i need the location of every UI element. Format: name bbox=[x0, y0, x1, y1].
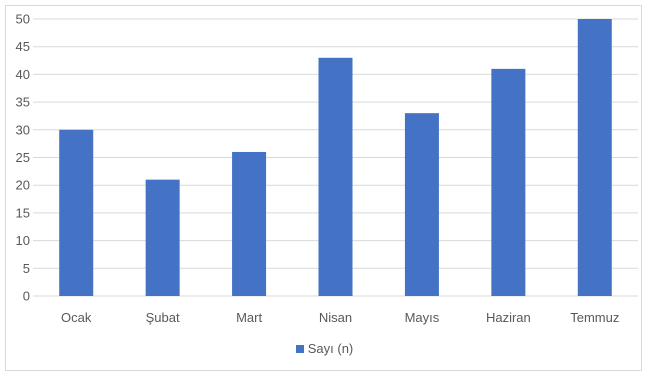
y-tick-label: 5 bbox=[23, 261, 30, 276]
bar-3 bbox=[232, 151, 267, 296]
x-tick-label: Nisan bbox=[319, 310, 352, 325]
bar-5 bbox=[404, 113, 439, 297]
legend: Sayı (n) bbox=[0, 341, 649, 356]
bar-4 bbox=[318, 57, 353, 296]
x-tick-label: Şubat bbox=[146, 310, 180, 325]
x-tick-label: Mart bbox=[236, 310, 262, 325]
legend-swatch bbox=[295, 345, 304, 353]
x-tick-label: Ocak bbox=[61, 310, 92, 325]
y-axis-ticks: 0 5 10 15 20 25 30 35 40 45 50 bbox=[16, 12, 30, 304]
x-tick-label: Mayıs bbox=[405, 310, 440, 325]
x-tick-label: Haziran bbox=[486, 310, 531, 325]
y-tick-label: 45 bbox=[16, 39, 30, 54]
y-tick-label: 0 bbox=[23, 289, 30, 304]
y-tick-label: 10 bbox=[16, 233, 30, 248]
y-tick-label: 20 bbox=[16, 178, 30, 193]
y-tick-label: 15 bbox=[16, 205, 30, 220]
bar-7 bbox=[577, 19, 612, 296]
y-tick-label: 50 bbox=[16, 12, 30, 27]
y-tick-label: 40 bbox=[16, 67, 30, 82]
x-axis-ticks: Ocak Şubat Mart Nisan Mayıs Haziran Temmuz bbox=[61, 310, 619, 325]
bar-6 bbox=[491, 68, 526, 296]
y-tick-label: 35 bbox=[16, 95, 30, 110]
bars bbox=[59, 19, 612, 297]
y-tick-label: 30 bbox=[16, 122, 30, 137]
y-tick-label: 25 bbox=[16, 150, 30, 165]
legend-label: Sayı (n) bbox=[307, 341, 354, 356]
bar-2 bbox=[145, 179, 180, 296]
x-tick-label: Temmuz bbox=[570, 310, 619, 325]
bar-1 bbox=[59, 129, 94, 296]
